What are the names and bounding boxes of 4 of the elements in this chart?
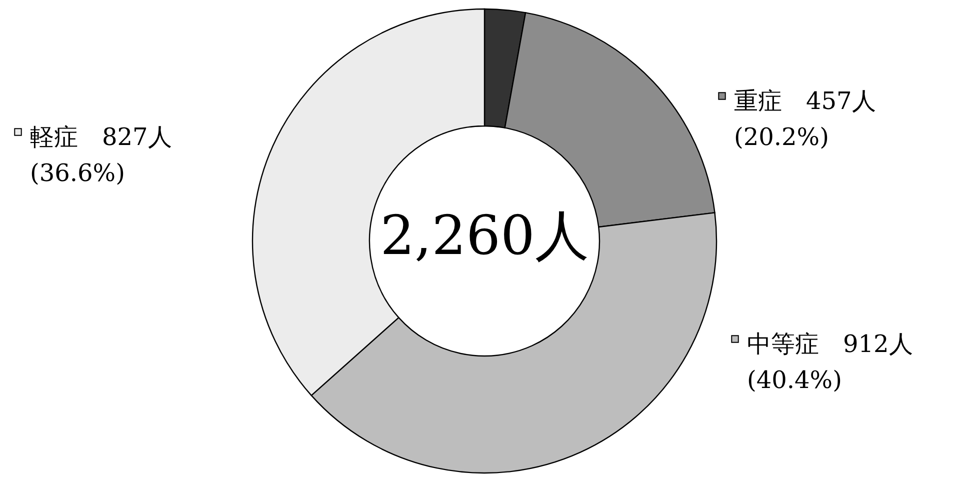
legend-label: 重症 457人 (20.2%)	[734, 87, 876, 151]
text: 2,260人	[380, 204, 589, 267]
legend-label: 軽症 827人 (36.6%)	[30, 123, 172, 187]
legend-label: 中等症 912人 (40.4%)	[747, 330, 913, 394]
